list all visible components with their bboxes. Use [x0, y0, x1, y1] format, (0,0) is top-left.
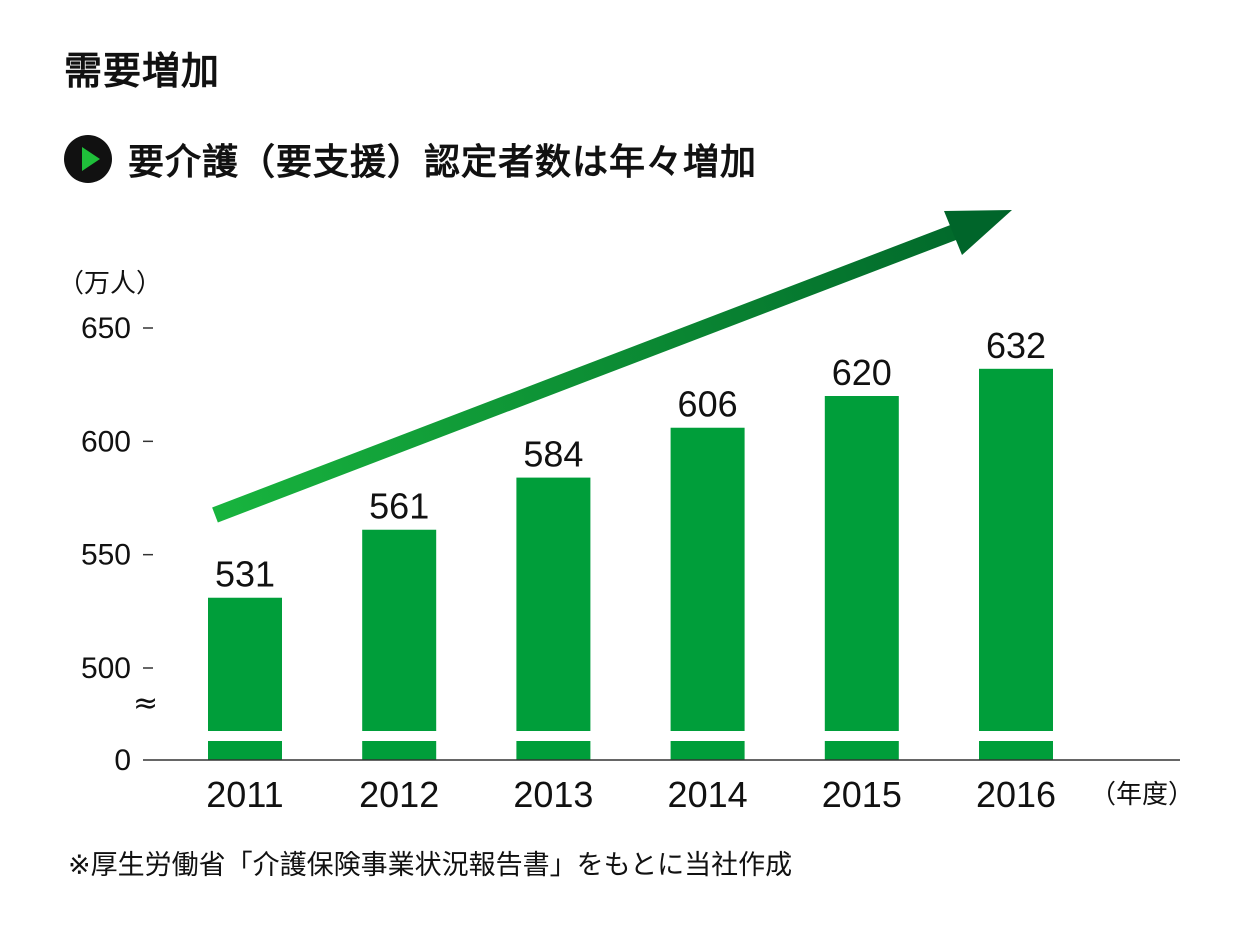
- trend-arrow: [212, 210, 1012, 523]
- play-bullet-icon: [64, 135, 112, 183]
- page-heading: 需要増加: [64, 49, 221, 93]
- bar-base-2012: [362, 741, 437, 760]
- bar-base-2014: [670, 741, 745, 760]
- y-tick-label: 600: [81, 425, 131, 458]
- bar-2011: [208, 597, 282, 731]
- bar-base-2016: [979, 741, 1053, 760]
- bar-base-2013: [516, 741, 591, 760]
- bar-value-label: 620: [832, 352, 892, 393]
- chart-title: 要介護（要支援）認定者数は年々増加: [128, 142, 758, 183]
- bar-value-label: 606: [678, 384, 738, 425]
- y-tick-label: 500: [81, 652, 131, 685]
- y-axis: 0 500 550 600 650: [81, 312, 153, 777]
- y-tick-label: 0: [114, 744, 131, 777]
- x-tick-label: 2014: [668, 774, 748, 815]
- x-tick-label: 2012: [359, 774, 439, 815]
- x-axis-labels: 2011 2012 2013 2014 2015 2016: [206, 774, 1056, 815]
- chart-title-row: 要介護（要支援）認定者数は年々増加: [64, 133, 757, 185]
- bar-2012: [362, 529, 437, 731]
- bar-value-label: 632: [986, 325, 1046, 366]
- bar-2014: [670, 427, 745, 731]
- x-tick-label: 2015: [822, 774, 902, 815]
- y-tick-label: 550: [81, 539, 131, 572]
- x-tick-label: 2016: [976, 774, 1056, 815]
- trend-arrow-shaft: [212, 220, 968, 523]
- x-tick-label: 2013: [513, 774, 593, 815]
- bars: 531 561 584 606 620 632: [208, 325, 1053, 760]
- y-unit-label: （万人）: [58, 268, 162, 298]
- bar-base-2015: [824, 741, 899, 760]
- bar-2016: [979, 368, 1053, 731]
- bar-base-2011: [208, 741, 282, 760]
- y-tick-label: 650: [81, 312, 131, 345]
- bar-value-label: 584: [523, 434, 583, 475]
- x-axis-unit-label: （年度）: [1090, 779, 1194, 809]
- bar-2013: [516, 477, 591, 731]
- x-tick-label: 2011: [206, 774, 283, 815]
- source-footnote: ※厚生労働省「介護保険事業状況報告書」をもとに当社作成: [68, 850, 793, 881]
- trend-arrow-head: [944, 210, 1012, 255]
- bar-value-label: 561: [369, 486, 429, 527]
- axis-break-symbol: ≈: [133, 686, 158, 721]
- bar-2015: [824, 396, 899, 731]
- bar-value-label: 531: [215, 554, 275, 595]
